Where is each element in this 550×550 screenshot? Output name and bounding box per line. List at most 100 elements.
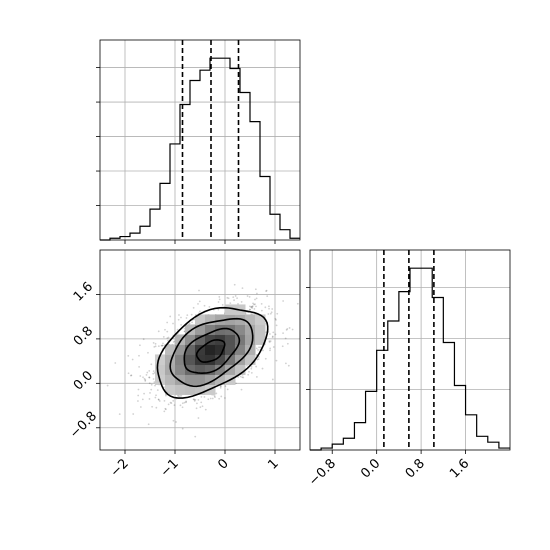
- joint-scatter-point: [178, 314, 180, 316]
- joint-scatter-point: [146, 371, 149, 374]
- joint-scatter-point: [180, 316, 182, 319]
- joint-scatter-point: [254, 303, 256, 306]
- joint-scatter-point: [256, 292, 258, 295]
- joint-scatter-point: [147, 351, 149, 354]
- joint-scatter-point: [181, 406, 184, 409]
- joint-scatter-point: [274, 317, 277, 320]
- joint-scatter-point: [201, 405, 204, 408]
- joint-density-cell: [225, 344, 236, 355]
- joint-scatter-point: [258, 355, 260, 358]
- joint-scatter-point: [157, 398, 160, 401]
- joint-scatter-point: [190, 313, 193, 316]
- joint-scatter-point: [218, 298, 221, 301]
- joint-scatter-point: [141, 398, 144, 401]
- joint-scatter-point: [161, 344, 164, 347]
- joint-scatter-point: [166, 321, 169, 324]
- joint-density-cell: [175, 354, 186, 365]
- joint-contour-3: [156, 306, 269, 399]
- joint-scatter-point: [269, 349, 271, 352]
- joint-density-cell: [205, 324, 216, 335]
- joint-density-cell: [185, 364, 196, 375]
- joint-density-cell: [185, 354, 196, 365]
- joint-density-cell: [225, 354, 236, 365]
- joint-scatter-point: [177, 395, 180, 398]
- joint-scatter-point: [195, 407, 198, 410]
- joint-density-cell: [185, 384, 196, 395]
- joint-scatter-point: [204, 408, 207, 411]
- joint-scatter-point: [176, 394, 179, 397]
- joint-scatter-point: [193, 318, 196, 321]
- joint-scatter-point: [209, 397, 212, 400]
- x-panel-frame: [99, 39, 301, 241]
- y-marginal-tick-label-3: 1.6: [447, 456, 472, 481]
- joint-density-cell: [225, 304, 236, 315]
- joint-scatter-point: [106, 384, 109, 387]
- joint-x-tick-label-2: 0: [215, 456, 231, 472]
- joint-scatter-point: [246, 364, 248, 367]
- joint-scatter-point: [137, 394, 140, 397]
- y-marginal-tick-label-2: 0.8: [403, 456, 428, 481]
- joint-scatter-point: [194, 435, 197, 438]
- joint-scatter-point: [288, 327, 291, 329]
- joint-scatter-point: [138, 354, 140, 357]
- joint-scatter-point: [269, 347, 272, 350]
- y-marginal-histogram: −0.8 0.0 0.8 1.6: [306, 249, 511, 489]
- joint-scatter-point: [266, 295, 269, 298]
- joint-scatter-point: [275, 359, 278, 362]
- joint-scatter-point: [248, 370, 250, 373]
- joint-density-cell: [215, 344, 226, 355]
- joint-scatter-point: [224, 397, 226, 399]
- joint-density-cell: [195, 314, 206, 325]
- joint-scatter-point: [284, 362, 287, 365]
- joint-scatter-point: [271, 335, 274, 338]
- joint-scatter-point: [255, 347, 258, 350]
- joint-scatter-point: [179, 395, 181, 397]
- joint-scatter-point: [198, 289, 200, 292]
- joint-scatter-point: [237, 303, 239, 305]
- joint-scatter-point: [285, 328, 288, 331]
- joint-scatter-point: [250, 367, 253, 370]
- joint-scatter-point: [234, 295, 237, 297]
- joint-scatter-point: [248, 305, 251, 308]
- joint-scatter-point: [161, 344, 164, 347]
- joint-scatter-point: [282, 332, 284, 335]
- joint-contour-0: [195, 339, 226, 363]
- joint-scatter-point: [226, 388, 229, 391]
- joint-scatter-point: [291, 328, 294, 331]
- joint-scatter-point: [180, 394, 183, 397]
- joint-scatter-point: [260, 309, 263, 312]
- joint-density-cell: [245, 354, 256, 365]
- joint-scatter-point: [147, 423, 150, 426]
- joint-scatter-point: [200, 401, 203, 404]
- joint-scatter-point: [179, 404, 182, 407]
- joint-scatter-point: [197, 417, 200, 419]
- joint-scatter-point: [269, 312, 272, 315]
- joint-scatter-point: [191, 321, 193, 324]
- joint-scatter-point: [152, 370, 155, 373]
- joint-scatter-point: [268, 307, 270, 310]
- joint-scatter-point: [208, 305, 211, 308]
- joint-scatter-point: [118, 413, 121, 416]
- joint-density-cell: [175, 364, 186, 375]
- joint-scatter-point: [287, 364, 290, 367]
- joint-scatter-point: [240, 301, 243, 303]
- joint-scatter-point: [177, 318, 180, 321]
- joint-scatter-point: [167, 339, 169, 342]
- joint-scatter-point: [264, 306, 267, 309]
- joint-scatter-point: [170, 402, 173, 404]
- joint-density-cell: [215, 374, 226, 385]
- joint-scatter-point: [148, 376, 151, 379]
- joint-scatter-point: [253, 308, 256, 310]
- joint-y-tick-label-3: 1.6: [71, 279, 96, 304]
- joint-scatter-point: [268, 340, 271, 343]
- joint-scatter-point: [172, 419, 175, 422]
- joint-scatter-point: [139, 375, 142, 377]
- joint-scatter-point: [153, 345, 156, 348]
- joint-scatter-point: [214, 396, 216, 398]
- joint-scatter-point: [154, 384, 156, 387]
- y-marginal-tick-label-0: −0.8: [306, 456, 339, 489]
- joint-scatter-point: [144, 380, 147, 382]
- joint-scatter-point: [172, 340, 175, 343]
- joint-scatter-point: [211, 397, 214, 400]
- joint-scatter-point: [241, 376, 244, 379]
